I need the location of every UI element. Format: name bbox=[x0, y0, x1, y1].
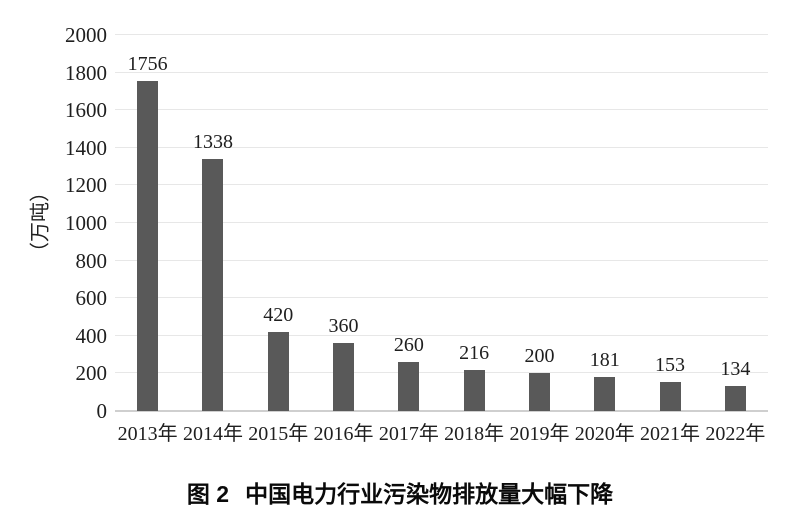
figure-caption-text: 中国电力行业污染物排放量大幅下降 bbox=[245, 481, 614, 507]
y-tick-label-800: 800 bbox=[75, 248, 108, 273]
bar-2021年 bbox=[659, 382, 681, 411]
y-tick-label-600: 600 bbox=[75, 286, 108, 311]
gridline-1600 bbox=[115, 109, 768, 111]
gridline-600 bbox=[115, 297, 768, 299]
gridline-1800 bbox=[115, 71, 768, 73]
bar-value-2013年: 1756 bbox=[127, 52, 168, 75]
gridline-400 bbox=[115, 334, 768, 336]
bar-2022年 bbox=[724, 385, 746, 411]
y-tick-label-1800: 1800 bbox=[65, 60, 107, 85]
bar-2016年 bbox=[333, 343, 355, 411]
x-tick-label-2022年: 2022年 bbox=[705, 423, 766, 445]
figure-caption: 图 2 中国电力行业污染物排放量大幅下降 bbox=[0, 475, 800, 509]
figure-caption-label: 图 2 bbox=[186, 481, 230, 507]
x-tick-label-2020年: 2020年 bbox=[574, 423, 635, 445]
bar-2019年 bbox=[528, 373, 550, 411]
bar-value-2016年: 360 bbox=[328, 315, 359, 338]
gridline-200 bbox=[115, 372, 768, 374]
bar-2018年 bbox=[463, 370, 485, 411]
gridline-1200 bbox=[115, 184, 768, 186]
bar-value-2018年: 216 bbox=[459, 342, 490, 365]
plot-area: 1756 1338 420 360 260 216 200 181 153 134 bbox=[115, 34, 768, 412]
bar-value-2014年: 1338 bbox=[192, 131, 233, 154]
x-tick-label-2015年: 2015年 bbox=[248, 423, 309, 445]
y-tick-label-200: 200 bbox=[75, 361, 108, 386]
bar-2015年 bbox=[267, 332, 289, 411]
bar-2013年 bbox=[137, 80, 159, 411]
x-tick-label-2019年: 2019年 bbox=[509, 423, 570, 445]
x-tick-label-2013年: 2013年 bbox=[117, 423, 178, 445]
x-tick-label-2016年: 2016年 bbox=[313, 423, 374, 445]
x-tick-label-2014年: 2014年 bbox=[182, 423, 243, 445]
x-axis-line bbox=[115, 410, 768, 412]
y-tick-label-1000: 1000 bbox=[65, 211, 107, 235]
gridline-800 bbox=[115, 259, 768, 261]
bar-2014年 bbox=[202, 159, 224, 411]
y-tick-label-1200: 1200 bbox=[65, 173, 107, 198]
bar-value-2019年: 200 bbox=[524, 345, 555, 368]
x-tick-label-2018年: 2018年 bbox=[444, 423, 505, 445]
x-tick-label-2021年: 2021年 bbox=[640, 423, 701, 445]
bar-value-2022年: 134 bbox=[720, 357, 751, 380]
gridline-1000 bbox=[115, 222, 768, 223]
bar-2017年 bbox=[398, 362, 420, 411]
bar-value-2020年: 181 bbox=[589, 348, 620, 371]
gridline-1400 bbox=[115, 146, 768, 148]
x-tick-label-2017年: 2017年 bbox=[378, 423, 439, 445]
bar-value-2021年: 153 bbox=[655, 354, 686, 377]
y-tick-label-1600: 1600 bbox=[65, 98, 107, 123]
y-tick-label-0: 0 bbox=[96, 399, 108, 423]
bar-value-2017年: 260 bbox=[393, 334, 424, 357]
bar-2020年 bbox=[594, 376, 616, 411]
y-tick-label-2000: 2000 bbox=[65, 23, 107, 47]
y-tick-label-400: 400 bbox=[75, 323, 108, 348]
bar-value-2015年: 420 bbox=[263, 304, 294, 327]
y-tick-label-1400: 1400 bbox=[65, 135, 107, 160]
gridline-2000 bbox=[115, 34, 768, 35]
